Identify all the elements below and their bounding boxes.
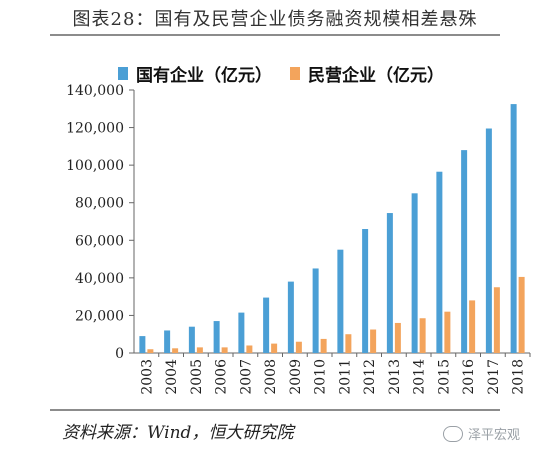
x-tick-label: 2004 (164, 359, 180, 395)
bar-soe (411, 193, 418, 353)
x-tick-label: 2014 (412, 359, 428, 395)
legend-swatch-soe (118, 66, 128, 80)
bar-soe (386, 213, 393, 353)
bar-soe (139, 336, 146, 353)
y-tick-label: 40,000 (75, 271, 124, 287)
source-note: 资料来源：Wind，恒大研究院 (62, 423, 294, 443)
bar-private (246, 345, 253, 353)
legend-item-private: 民营企业（亿元） (290, 61, 444, 86)
legend-label-private: 民营企业（亿元） (308, 65, 444, 86)
x-tick-label: 2008 (263, 359, 279, 395)
x-tick-label: 2018 (511, 359, 527, 395)
bar-soe (238, 312, 245, 353)
y-tick-label: 120,000 (66, 121, 124, 137)
page-title: 图表28：国有及民营企业债务融资规模相差悬殊 (72, 9, 478, 30)
legend-item-soe: 国有企业（亿元） (118, 61, 272, 86)
bar-private (345, 334, 352, 353)
x-tick-label: 2007 (238, 359, 254, 395)
y-tick-label: 140,000 (66, 83, 124, 99)
bar-private (394, 322, 401, 353)
bar-soe (337, 249, 344, 353)
y-tick-label: 20,000 (75, 308, 124, 324)
bar-private (147, 349, 154, 353)
x-tick-label: 2005 (189, 359, 205, 395)
bar-private (221, 347, 228, 353)
x-tick-label: 2016 (461, 359, 477, 395)
x-tick-label: 2009 (288, 359, 304, 395)
x-tick-label: 2011 (337, 359, 353, 395)
bar-private (196, 347, 203, 353)
x-tick-label: 2010 (313, 359, 329, 395)
bar-private (172, 348, 179, 353)
bar-soe (510, 104, 517, 353)
chart-legend: 国有企业（亿元） 民营企业（亿元） (118, 61, 462, 86)
title-divider (50, 34, 500, 36)
bar-soe (485, 128, 492, 353)
footer-divider (50, 409, 500, 411)
y-tick-label: 0 (115, 346, 124, 362)
x-tick-label: 2013 (387, 359, 403, 395)
bar-soe (213, 321, 220, 353)
bar-soe (287, 281, 294, 353)
bar-soe (461, 150, 468, 353)
bar-private (493, 287, 500, 353)
bar-private (295, 341, 302, 353)
bar-soe (312, 268, 319, 353)
bar-private (469, 300, 476, 353)
bar-soe (436, 171, 443, 353)
x-tick-label: 2017 (486, 359, 502, 395)
x-tick-label: 2015 (436, 359, 452, 395)
x-tick-label: 2006 (214, 359, 230, 395)
bar-private (518, 276, 525, 353)
y-tick-label: 100,000 (66, 158, 124, 174)
bar-soe (188, 326, 195, 353)
y-tick-label: 60,000 (75, 233, 124, 249)
y-tick-label: 80,000 (75, 196, 124, 212)
x-tick-label: 2012 (362, 359, 378, 395)
watermark-label: 泽平宏观 (467, 428, 520, 443)
legend-swatch-private (290, 66, 300, 80)
x-tick-label: 2003 (139, 359, 155, 395)
bar-private (271, 343, 278, 353)
bar-private (444, 311, 451, 353)
bar-soe (164, 330, 171, 353)
title-area: 图表28：国有及民营企业债务融资规模相差悬殊 (0, 0, 550, 38)
legend-label-soe: 国有企业（亿元） (136, 65, 272, 86)
bar-soe (263, 297, 270, 353)
bar-private (320, 338, 327, 353)
watermark: 泽平宏观 (442, 424, 520, 443)
bar-private (419, 318, 426, 353)
bar-private (370, 329, 377, 353)
bar-soe (362, 229, 369, 353)
wechat-icon (442, 425, 463, 442)
